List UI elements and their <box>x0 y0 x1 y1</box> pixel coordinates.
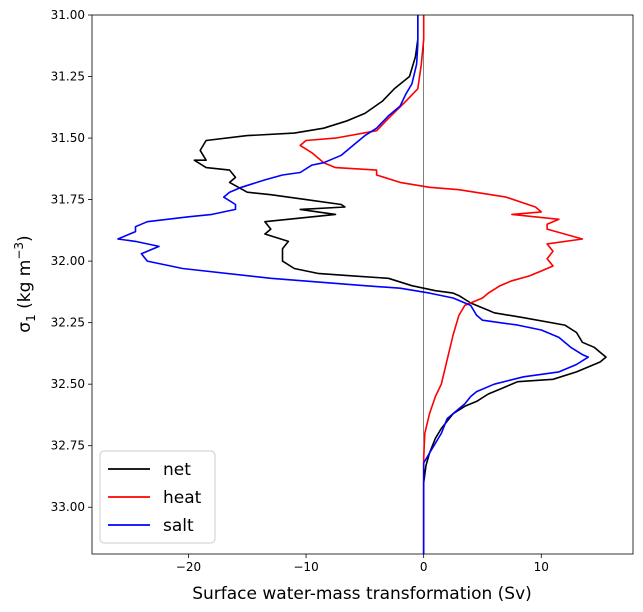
series-line-net <box>193 15 607 554</box>
series-line-salt <box>117 15 590 554</box>
x-tick-label: 0 <box>420 560 428 574</box>
legend: net heat salt <box>99 450 216 544</box>
y-axis-label: σ1 (kg m−3) <box>12 235 38 332</box>
y-tick-label: 32.50 <box>51 377 85 391</box>
y-tick-label: 31.50 <box>51 131 85 145</box>
y-tick-label: 32.00 <box>51 254 85 268</box>
y-tick-label: 33.00 <box>51 500 85 514</box>
series-line-heat <box>299 15 584 554</box>
legend-label-salt: salt <box>163 516 194 536</box>
y-tick-label: 31.00 <box>51 8 85 22</box>
y-tick-label: 32.25 <box>51 316 85 330</box>
y-tick-label: 31.25 <box>51 70 85 84</box>
legend-label-heat: heat <box>163 488 202 508</box>
x-tick-label: −20 <box>176 560 201 574</box>
x-axis-label: Surface water-mass transformation (Sv) <box>192 584 532 604</box>
y-tick-label: 31.75 <box>51 193 85 207</box>
x-tick-label: −10 <box>293 560 318 574</box>
plot-frame <box>91 14 634 555</box>
legend-label-net: net <box>163 460 191 480</box>
y-tick-label: 32.75 <box>51 439 85 453</box>
x-tick-label: 10 <box>534 560 549 574</box>
legend-box <box>99 450 216 544</box>
